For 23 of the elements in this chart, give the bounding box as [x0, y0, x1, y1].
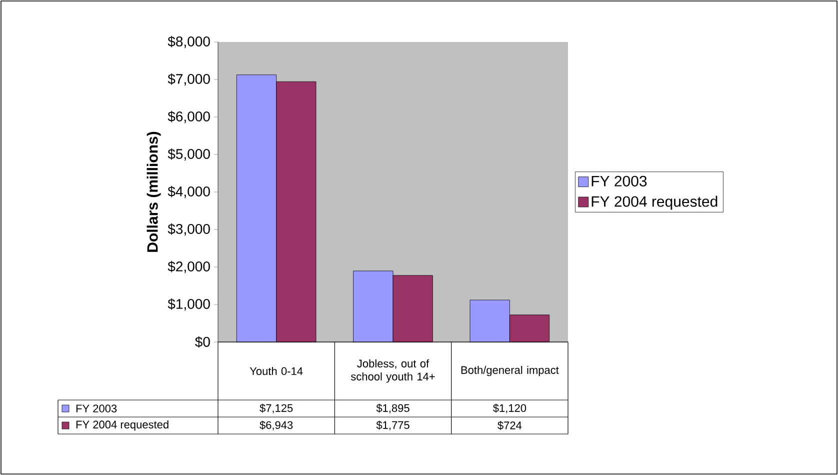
data-label: $1,120	[493, 404, 526, 414]
data-label: $1,895	[376, 404, 410, 414]
y-tick-label: $1,000	[168, 298, 210, 311]
legend-label: FY 2003	[592, 176, 647, 186]
text: FY 2004 requested	[76, 420, 168, 431]
y-tick-label: $0	[195, 336, 210, 348]
y-tick-label: $2,000	[168, 260, 210, 274]
y-tick-label: $3,000	[168, 223, 210, 236]
legend-label: FY 2004 requested	[592, 196, 718, 210]
x-tick-label: Youth 0-14	[250, 366, 303, 376]
y-tick-label: $5,000	[168, 148, 210, 161]
x-tick-label: Jobless, out of school youth 14+	[350, 359, 435, 383]
text: FY 2003	[76, 404, 117, 412]
y-axis-title: Dollars (millions)	[146, 132, 161, 252]
y-tick-label: $4,000	[168, 186, 210, 198]
y-tick-label: $6,000	[168, 110, 210, 124]
data-label: $1,775	[376, 420, 410, 430]
x-tick-label: Both/general impact	[461, 366, 559, 376]
y-tick-label: $7,000	[168, 73, 210, 86]
y-tick-label: $8,000	[168, 36, 210, 48]
data-label: $6,943	[260, 420, 293, 430]
data-label: $7,125	[260, 404, 293, 414]
data-label: $724	[498, 421, 522, 430]
